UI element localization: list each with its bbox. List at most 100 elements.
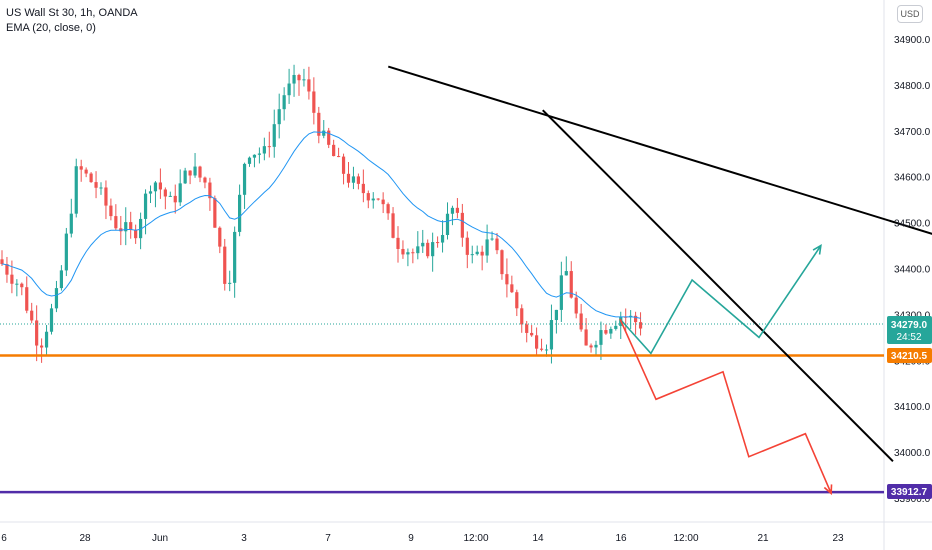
candle-body: [134, 229, 138, 239]
candle-body: [74, 166, 78, 214]
time-tick-label: 21: [757, 533, 769, 544]
candle-body: [94, 182, 98, 188]
candle-body: [520, 308, 524, 325]
candle-body: [604, 330, 608, 334]
candle-body: [153, 182, 158, 192]
price-axis-ticks: 34900.0 34800.0 34700.0 34600.0 34500.0 34400…: [894, 35, 931, 505]
candle-body: [530, 332, 534, 336]
ema-line: [1, 131, 641, 319]
time-tick-label: 6: [1, 533, 7, 544]
candle-body: [143, 193, 148, 219]
candle-body: [218, 227, 222, 247]
candle-body: [148, 191, 153, 194]
price-tick-label: 34300.0: [894, 310, 931, 321]
time-axis-ticks: 6 28 Jun 3 7 9 12:00 14 16 12:00 21 23: [1, 533, 844, 544]
time-tick-label: 3: [241, 533, 247, 544]
price-tick-label: 34000.0: [894, 448, 931, 459]
candle-body: [30, 310, 34, 321]
price-tick-label: 34500.0: [894, 219, 931, 230]
indicator-title[interactable]: EMA (20, close, 0): [6, 22, 96, 34]
candle-body: [307, 79, 311, 92]
candle-body: [183, 170, 187, 184]
candle-body: [495, 238, 499, 251]
candle-body: [287, 83, 291, 96]
candle-body: [79, 166, 83, 170]
target-level-value: 33912.7: [891, 487, 928, 498]
candle-body: [505, 274, 509, 285]
candle-body: [0, 259, 4, 265]
candle-body: [396, 237, 400, 249]
candle-body: [233, 231, 237, 283]
trendline-major[interactable]: [387, 65, 932, 246]
candle-body: [193, 166, 197, 176]
candle-body: [401, 248, 405, 255]
candle-body: [89, 173, 93, 183]
candle-body: [129, 222, 133, 230]
candle-body: [356, 176, 360, 184]
candle-body: [64, 233, 68, 271]
time-tick-label: 28: [79, 533, 91, 544]
candle-body: [549, 320, 554, 350]
bull-arrowhead: [812, 244, 822, 255]
candle-body: [609, 328, 613, 334]
candle-body: [332, 144, 336, 157]
candle-body: [376, 198, 380, 200]
candle-body: [5, 264, 9, 275]
time-tick-label: 12:00: [463, 533, 488, 544]
time-tick-label: 9: [408, 533, 414, 544]
last-price-tag: 34279.0 24:52: [887, 316, 932, 344]
candle-body: [584, 329, 588, 346]
candle-body: [564, 271, 568, 276]
price-tick-label: 34600.0: [894, 173, 931, 184]
candle-body: [544, 349, 549, 351]
bull-scenario-path[interactable]: [619, 245, 822, 355]
candle-body: [35, 320, 39, 346]
bear-arrowhead: [823, 484, 833, 496]
candle-body: [84, 169, 88, 174]
candle-body: [10, 274, 14, 284]
candle-body: [579, 313, 583, 330]
candle-body: [178, 183, 182, 203]
candle-body: [272, 124, 276, 147]
time-tick-label: 14: [532, 533, 544, 544]
candle-body: [465, 237, 469, 255]
candle-body: [114, 216, 118, 229]
candle-body: [515, 292, 519, 309]
candle-body: [277, 109, 281, 125]
candle-body: [539, 348, 544, 350]
price-tick-label: 34700.0: [894, 127, 931, 138]
bear-scenario-path[interactable]: [619, 318, 832, 494]
candle-body: [391, 213, 395, 238]
candle-body: [25, 287, 29, 311]
price-tick-label: 34800.0: [894, 81, 931, 92]
candle-body: [297, 74, 301, 81]
candle-body: [480, 251, 484, 256]
symbol-title[interactable]: US Wall St 30, 1h, OANDA: [6, 7, 138, 19]
candle-body: [574, 297, 578, 314]
candle-body: [371, 198, 375, 201]
candle-body: [366, 193, 370, 201]
price-tick-label: 33900.0: [894, 494, 931, 505]
last-price-value: 34279.0: [891, 320, 928, 331]
candle-body: [242, 163, 247, 195]
candle-body: [485, 239, 489, 256]
candle-body: [158, 182, 162, 190]
time-tick-label: 23: [832, 533, 844, 544]
candle-body: [416, 246, 420, 254]
candle-body: [559, 275, 563, 310]
candle-body: [262, 146, 266, 154]
candle-body: [346, 173, 351, 183]
currency-badge[interactable]: USD: [897, 5, 923, 23]
candle-body: [322, 130, 326, 136]
candle-body: [470, 254, 474, 256]
time-tick-label: 7: [325, 533, 331, 544]
trendline-minor[interactable]: [542, 109, 894, 462]
candle-body: [426, 242, 430, 257]
candle-body: [361, 183, 365, 194]
candle-body: [252, 154, 257, 158]
candle-body: [460, 212, 464, 238]
candle-body: [327, 130, 331, 145]
candle-body: [104, 187, 108, 206]
candle-body: [59, 270, 63, 289]
